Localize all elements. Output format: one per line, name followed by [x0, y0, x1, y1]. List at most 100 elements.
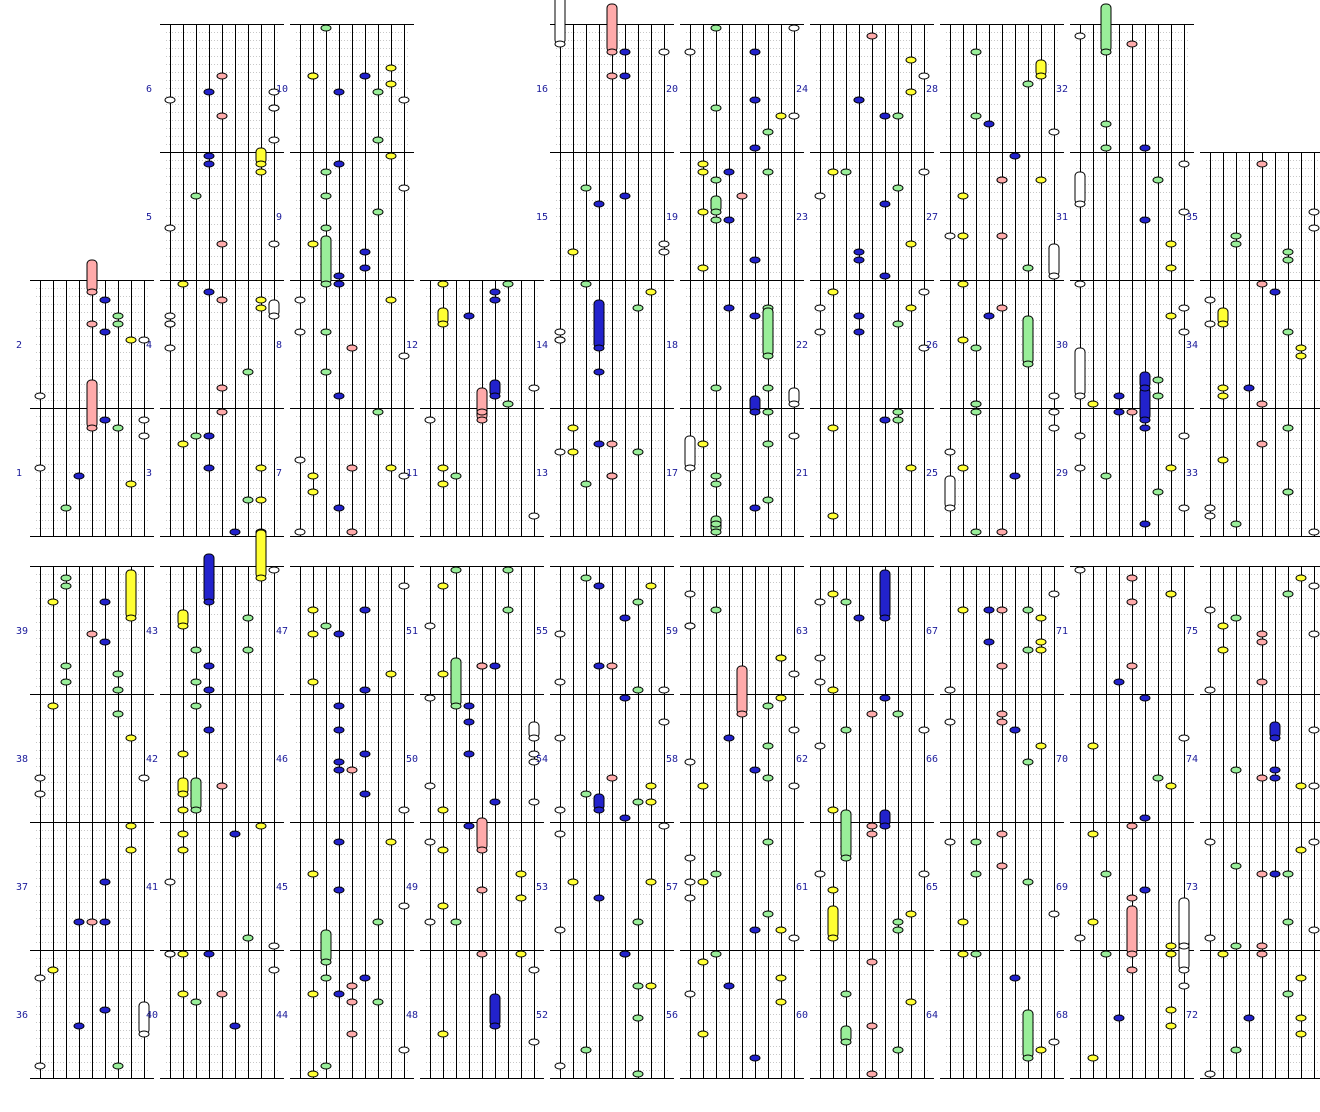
- note: [1087, 918, 1099, 926]
- note: [86, 320, 98, 328]
- note: [970, 112, 982, 120]
- note: [333, 392, 345, 400]
- note: [957, 336, 969, 344]
- note: [320, 622, 332, 630]
- note: [645, 288, 657, 296]
- note: [528, 750, 540, 758]
- note: [1022, 646, 1034, 654]
- note: [1035, 1046, 1047, 1054]
- note: [892, 416, 904, 424]
- note: [1139, 416, 1151, 424]
- note: [1126, 40, 1138, 48]
- note: [970, 344, 982, 352]
- note: [580, 790, 592, 798]
- note: [827, 934, 839, 942]
- note: [333, 504, 345, 512]
- measure-number: 7: [276, 468, 282, 479]
- note: [632, 598, 644, 606]
- note: [476, 846, 488, 854]
- note: [1087, 830, 1099, 838]
- note: [1217, 384, 1229, 392]
- note: [1139, 144, 1151, 152]
- note: [1152, 774, 1164, 782]
- note: [1113, 392, 1125, 400]
- note: [723, 168, 735, 176]
- note: [1256, 774, 1268, 782]
- note: [463, 702, 475, 710]
- note: [645, 982, 657, 990]
- note: [645, 798, 657, 806]
- note: [567, 424, 579, 432]
- hold-note: [320, 235, 332, 285]
- note: [814, 678, 826, 686]
- note: [879, 200, 891, 208]
- measure-number: 54: [536, 754, 548, 765]
- measure-number: 17: [666, 468, 678, 479]
- note: [138, 1030, 150, 1038]
- note: [34, 1062, 46, 1070]
- measure-number: 1: [16, 468, 22, 479]
- note: [827, 686, 839, 694]
- note: [294, 456, 306, 464]
- note: [320, 224, 332, 232]
- note: [944, 504, 956, 512]
- measure-number: 51: [406, 626, 418, 637]
- note: [697, 440, 709, 448]
- note: [1217, 950, 1229, 958]
- note: [788, 112, 800, 120]
- note: [112, 670, 124, 678]
- note: [1282, 256, 1294, 264]
- note: [1139, 694, 1151, 702]
- note: [398, 902, 410, 910]
- note: [385, 296, 397, 304]
- note: [996, 528, 1008, 536]
- hold-note: [1022, 1009, 1034, 1059]
- note: [580, 184, 592, 192]
- note: [1139, 886, 1151, 894]
- note: [853, 96, 865, 104]
- note: [1308, 582, 1320, 590]
- note: [229, 830, 241, 838]
- note: [424, 782, 436, 790]
- measure-number: 61: [796, 882, 808, 893]
- note: [957, 280, 969, 288]
- hold-note: [593, 299, 605, 349]
- note: [866, 710, 878, 718]
- note: [905, 998, 917, 1006]
- note: [554, 678, 566, 686]
- note: [1113, 678, 1125, 686]
- note: [1165, 264, 1177, 272]
- note: [1269, 734, 1281, 742]
- measure-number: 36: [16, 1010, 28, 1021]
- note: [762, 702, 774, 710]
- note: [177, 790, 189, 798]
- note: [1256, 630, 1268, 638]
- note: [567, 248, 579, 256]
- note: [190, 678, 202, 686]
- note: [1022, 80, 1034, 88]
- measure-number: 57: [666, 882, 678, 893]
- note: [1308, 838, 1320, 846]
- note: [86, 288, 98, 296]
- note: [1048, 424, 1060, 432]
- note: [268, 104, 280, 112]
- note: [99, 638, 111, 646]
- note: [1126, 598, 1138, 606]
- note: [203, 88, 215, 96]
- note: [255, 304, 267, 312]
- note: [255, 160, 267, 168]
- note: [996, 830, 1008, 838]
- note: [840, 598, 852, 606]
- note: [1308, 208, 1320, 216]
- note: [619, 48, 631, 56]
- note: [619, 192, 631, 200]
- note: [684, 622, 696, 630]
- measure-number: 39: [16, 626, 28, 637]
- note: [34, 464, 46, 472]
- note: [99, 1006, 111, 1014]
- note: [1035, 614, 1047, 622]
- note: [333, 886, 345, 894]
- note: [164, 312, 176, 320]
- note: [307, 990, 319, 998]
- note: [970, 870, 982, 878]
